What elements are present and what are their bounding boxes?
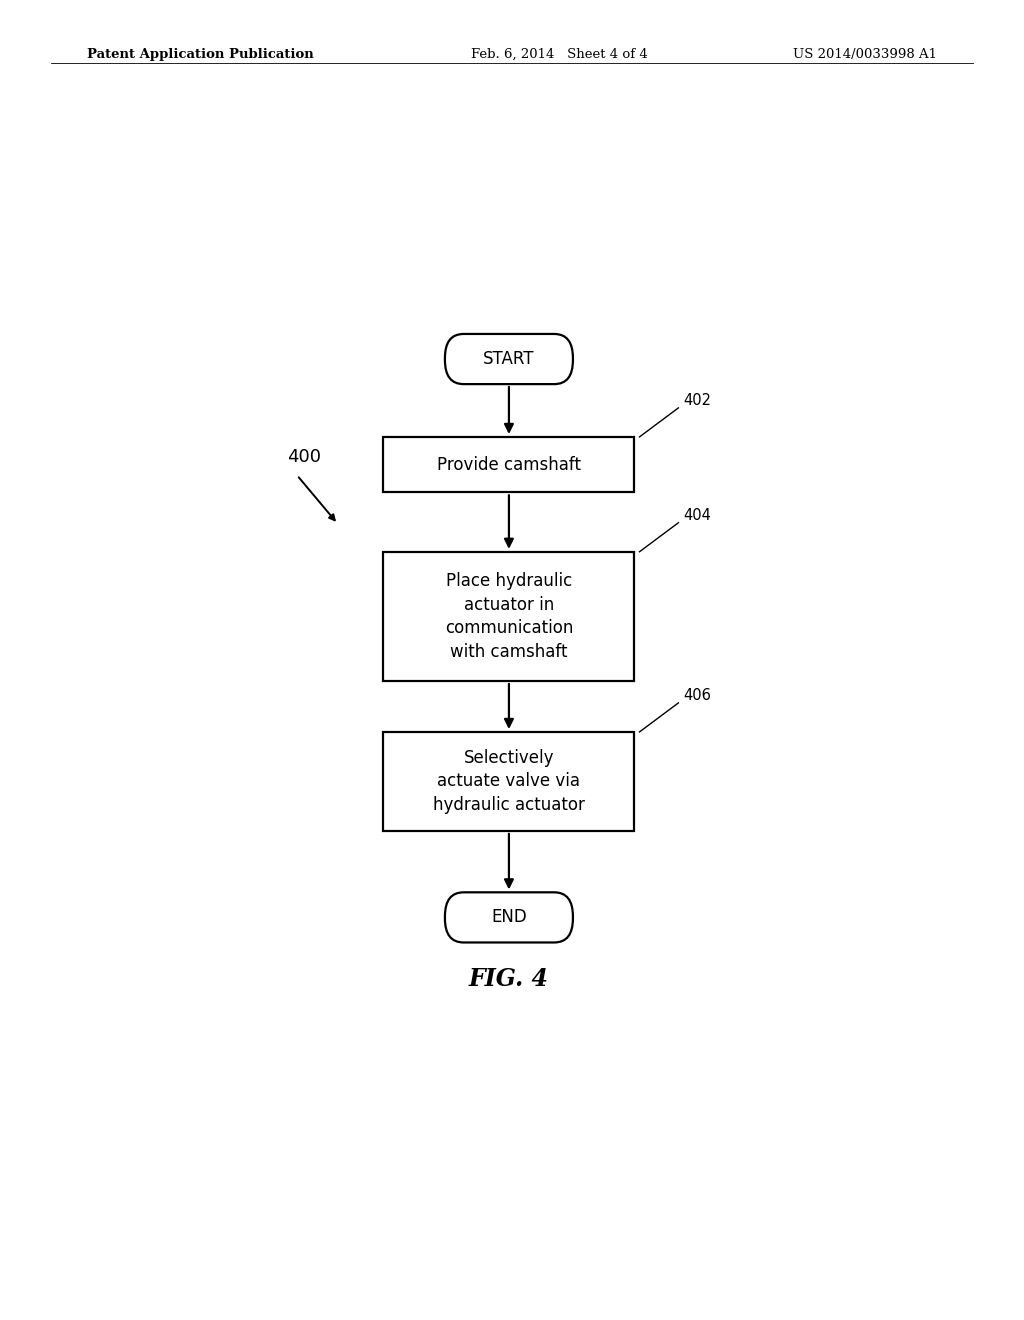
Text: Selectively
actuate valve via
hydraulic actuator: Selectively actuate valve via hydraulic … <box>433 748 585 814</box>
FancyBboxPatch shape <box>383 437 634 492</box>
FancyBboxPatch shape <box>444 334 573 384</box>
Text: Patent Application Publication: Patent Application Publication <box>87 48 313 61</box>
Text: END: END <box>492 908 526 927</box>
Text: US 2014/0033998 A1: US 2014/0033998 A1 <box>793 48 937 61</box>
FancyBboxPatch shape <box>383 731 634 832</box>
Text: START: START <box>483 350 535 368</box>
Text: Feb. 6, 2014   Sheet 4 of 4: Feb. 6, 2014 Sheet 4 of 4 <box>471 48 648 61</box>
Text: FIG. 4: FIG. 4 <box>469 968 549 991</box>
FancyBboxPatch shape <box>383 552 634 681</box>
Text: 400: 400 <box>287 447 321 466</box>
Text: Place hydraulic
actuator in
communication
with camshaft: Place hydraulic actuator in communicatio… <box>444 572 573 661</box>
Text: 402: 402 <box>684 393 712 408</box>
Text: Provide camshaft: Provide camshaft <box>437 455 581 474</box>
Text: 406: 406 <box>684 688 712 704</box>
Text: 404: 404 <box>684 508 712 523</box>
FancyBboxPatch shape <box>444 892 573 942</box>
